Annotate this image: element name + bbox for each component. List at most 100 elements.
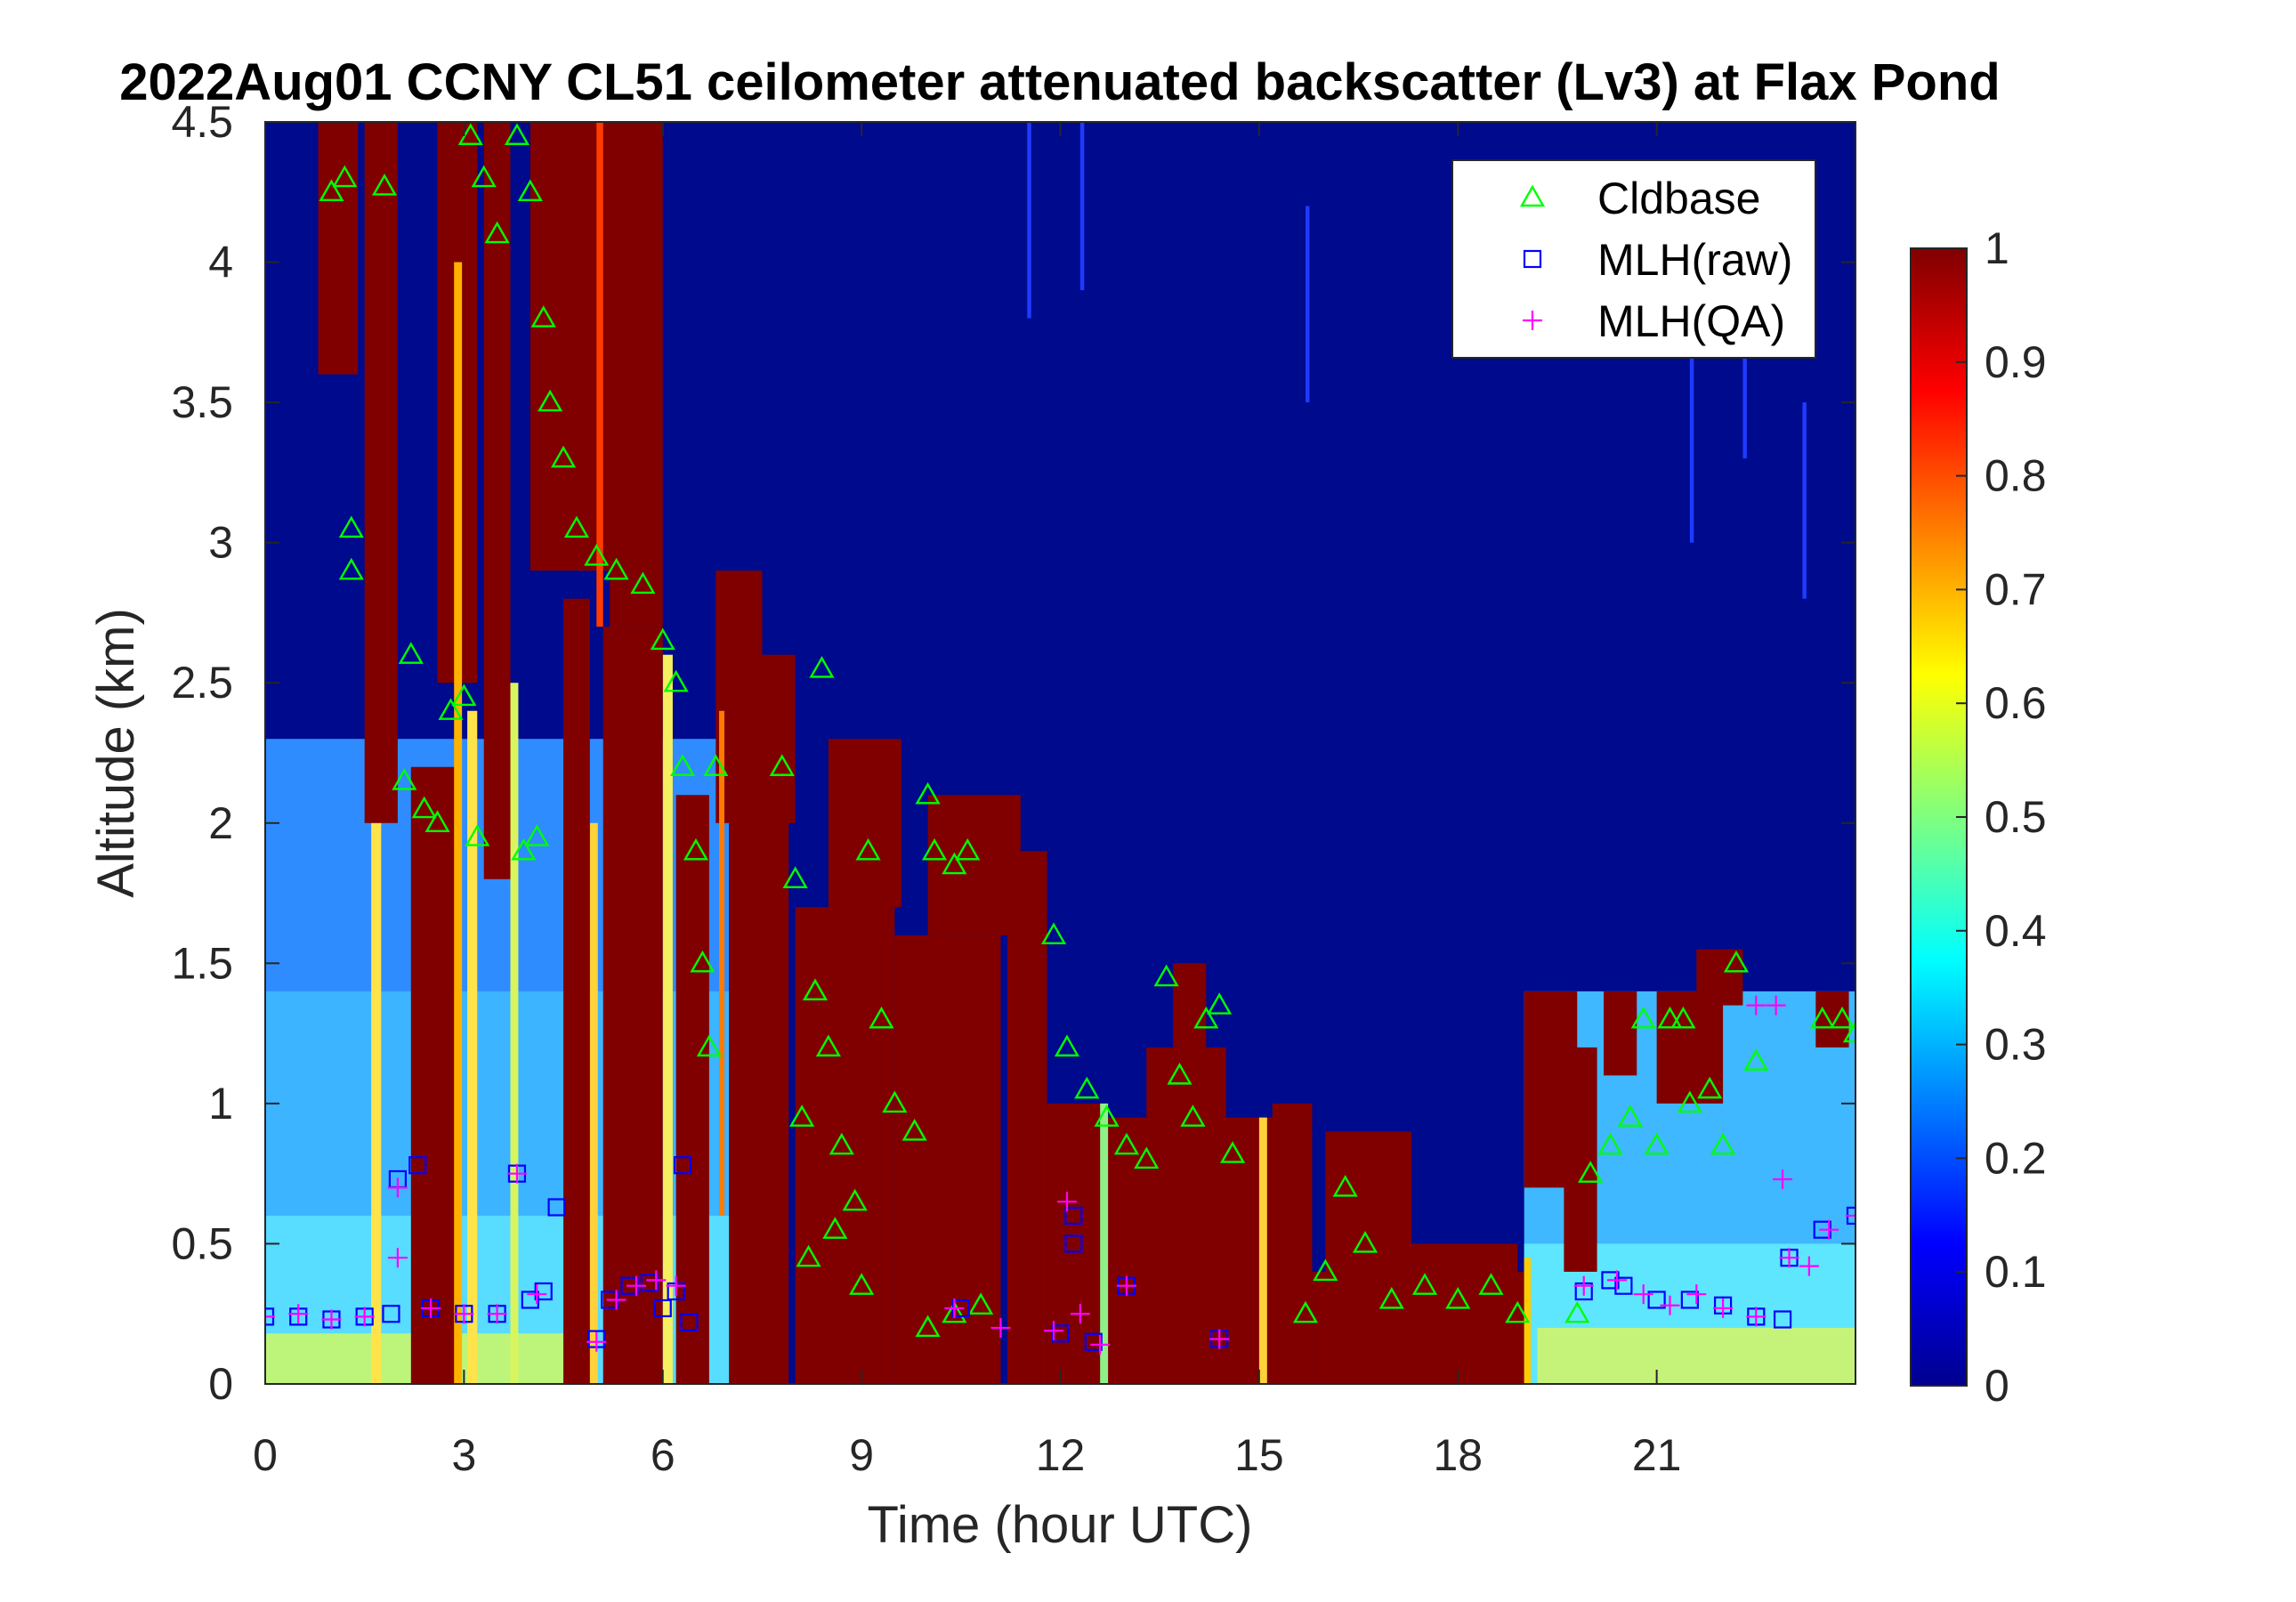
x-tick-label: 3 xyxy=(451,1430,476,1480)
legend-box xyxy=(1451,159,1816,359)
heatmap-block xyxy=(1272,1103,1313,1384)
y-tick-label: 4.5 xyxy=(171,97,233,147)
cldbase-marker xyxy=(915,1315,941,1338)
cldbase-marker xyxy=(815,1034,841,1057)
cldbase-marker xyxy=(538,389,563,412)
cldbase-marker xyxy=(1505,1300,1531,1323)
mlh-qa-marker xyxy=(506,1163,527,1184)
cldbase-marker xyxy=(1378,1287,1404,1309)
mlh-raw-marker xyxy=(1614,1276,1633,1295)
mlh-qa-marker xyxy=(990,1317,1011,1338)
cldbase-marker xyxy=(338,557,364,580)
heatmap-block xyxy=(1305,206,1310,403)
mlh-qa-marker xyxy=(527,1284,547,1305)
mlh-qa-marker xyxy=(265,1307,275,1327)
heatmap-block xyxy=(1007,851,1047,1384)
cldbase-marker xyxy=(1332,1175,1358,1197)
mlh-raw-marker xyxy=(408,1156,427,1175)
cldbase-marker xyxy=(769,754,795,776)
mlh-qa-marker xyxy=(487,1304,507,1324)
heatmap-block xyxy=(602,627,663,1384)
colorbar-tick-label: 0.8 xyxy=(1985,451,2047,501)
cldbase-marker xyxy=(1677,1090,1702,1113)
cldbase-marker xyxy=(319,179,344,201)
cldbase-marker xyxy=(1743,1048,1769,1071)
cldbase-marker xyxy=(822,1217,848,1239)
mlh-qa-marker xyxy=(1746,995,1766,1015)
cldbase-marker xyxy=(1670,1006,1696,1029)
x-tick-label: 21 xyxy=(1632,1430,1682,1480)
cldbase-marker xyxy=(584,544,610,566)
cldbase-marker xyxy=(955,837,981,861)
mlh-qa-marker xyxy=(1799,1256,1819,1276)
heatmap-block xyxy=(589,822,598,1384)
cldbase-marker xyxy=(1094,1104,1120,1127)
heatmap-block xyxy=(729,766,789,1384)
cldbase-marker xyxy=(842,1188,868,1211)
mlh-qa-marker xyxy=(387,1177,408,1198)
heatmap-block xyxy=(927,795,1021,935)
mlh-raw-marker xyxy=(673,1156,692,1175)
mlh-raw-marker xyxy=(1064,1206,1083,1226)
cldbase-marker xyxy=(683,837,709,861)
cldbase-marker xyxy=(524,824,550,846)
x-tick-label: 18 xyxy=(1433,1430,1483,1480)
y-tick-label: 0.5 xyxy=(171,1218,233,1268)
mlh-qa-marker xyxy=(1116,1275,1136,1296)
colorbar-tick-label: 0.4 xyxy=(1985,906,2047,956)
x-axis-label: Time (hour UTC) xyxy=(868,1496,1253,1554)
mlh-qa-marker xyxy=(1779,1248,1799,1268)
cldbase-marker xyxy=(1113,1132,1140,1155)
heatmap-block xyxy=(483,122,511,879)
cldbase-marker xyxy=(829,1132,854,1155)
y-axis-label: Altitude (km) xyxy=(87,608,145,898)
heatmap-block xyxy=(1047,1103,1107,1384)
legend-marker-mlh-qa xyxy=(1523,311,1542,330)
cldbase-marker xyxy=(1564,1300,1590,1323)
mlh-raw-marker xyxy=(1647,1290,1666,1309)
cldbase-marker xyxy=(630,571,656,595)
y-tick-label: 3.5 xyxy=(171,377,233,427)
mlh-qa-marker xyxy=(1606,1270,1627,1290)
mlh-raw-marker xyxy=(653,1299,672,1318)
y-tick-label: 2 xyxy=(208,798,233,848)
mlh-raw-marker xyxy=(680,1313,699,1331)
heatmap-block xyxy=(1312,1271,1524,1384)
cldbase-marker xyxy=(1597,1132,1623,1155)
x-tick-label: 15 xyxy=(1234,1430,1284,1480)
mlh-qa-marker xyxy=(606,1290,627,1310)
cldbase-marker xyxy=(921,837,948,861)
cldbase-marker xyxy=(1352,1231,1378,1253)
mlh-qa-marker xyxy=(944,1298,965,1318)
legend-marker-mlh-raw xyxy=(1523,249,1542,269)
cldbase-marker xyxy=(338,515,364,538)
mlh-qa-marker xyxy=(1090,1334,1111,1355)
heatmap-block xyxy=(563,598,590,1384)
mlh-raw-marker xyxy=(547,1198,566,1217)
heatmap-block xyxy=(1696,949,1743,1006)
cldbase-marker xyxy=(1220,1141,1246,1163)
colorbar-tick-label: 0.5 xyxy=(1985,792,2047,842)
cldbase-marker xyxy=(438,698,464,720)
colorbar-tick-label: 0.6 xyxy=(1985,678,2047,728)
cldbase-marker xyxy=(849,1273,875,1295)
x-tick-label: 0 xyxy=(253,1430,278,1480)
mlh-raw-marker xyxy=(1084,1332,1103,1351)
cldbase-marker xyxy=(1153,964,1179,987)
cldbase-marker xyxy=(457,123,483,145)
colorbar-tick-label: 0.9 xyxy=(1985,337,2047,387)
cldbase-marker xyxy=(968,1292,994,1315)
heatmap-block xyxy=(1027,122,1031,319)
colorbar-tick-label: 0.7 xyxy=(1985,564,2047,614)
cldbase-marker xyxy=(869,1006,894,1029)
heatmap-block xyxy=(1742,262,1747,459)
cldbase-marker xyxy=(411,796,437,819)
cldbase-marker xyxy=(511,837,537,861)
mlh-raw-marker xyxy=(640,1274,659,1292)
cldbase-marker xyxy=(471,165,497,188)
colorbar-tick-label: 0 xyxy=(1985,1361,2009,1411)
heatmap-block xyxy=(675,795,709,1384)
cldbase-marker xyxy=(1207,992,1233,1015)
heatmap-block xyxy=(1173,963,1207,1048)
